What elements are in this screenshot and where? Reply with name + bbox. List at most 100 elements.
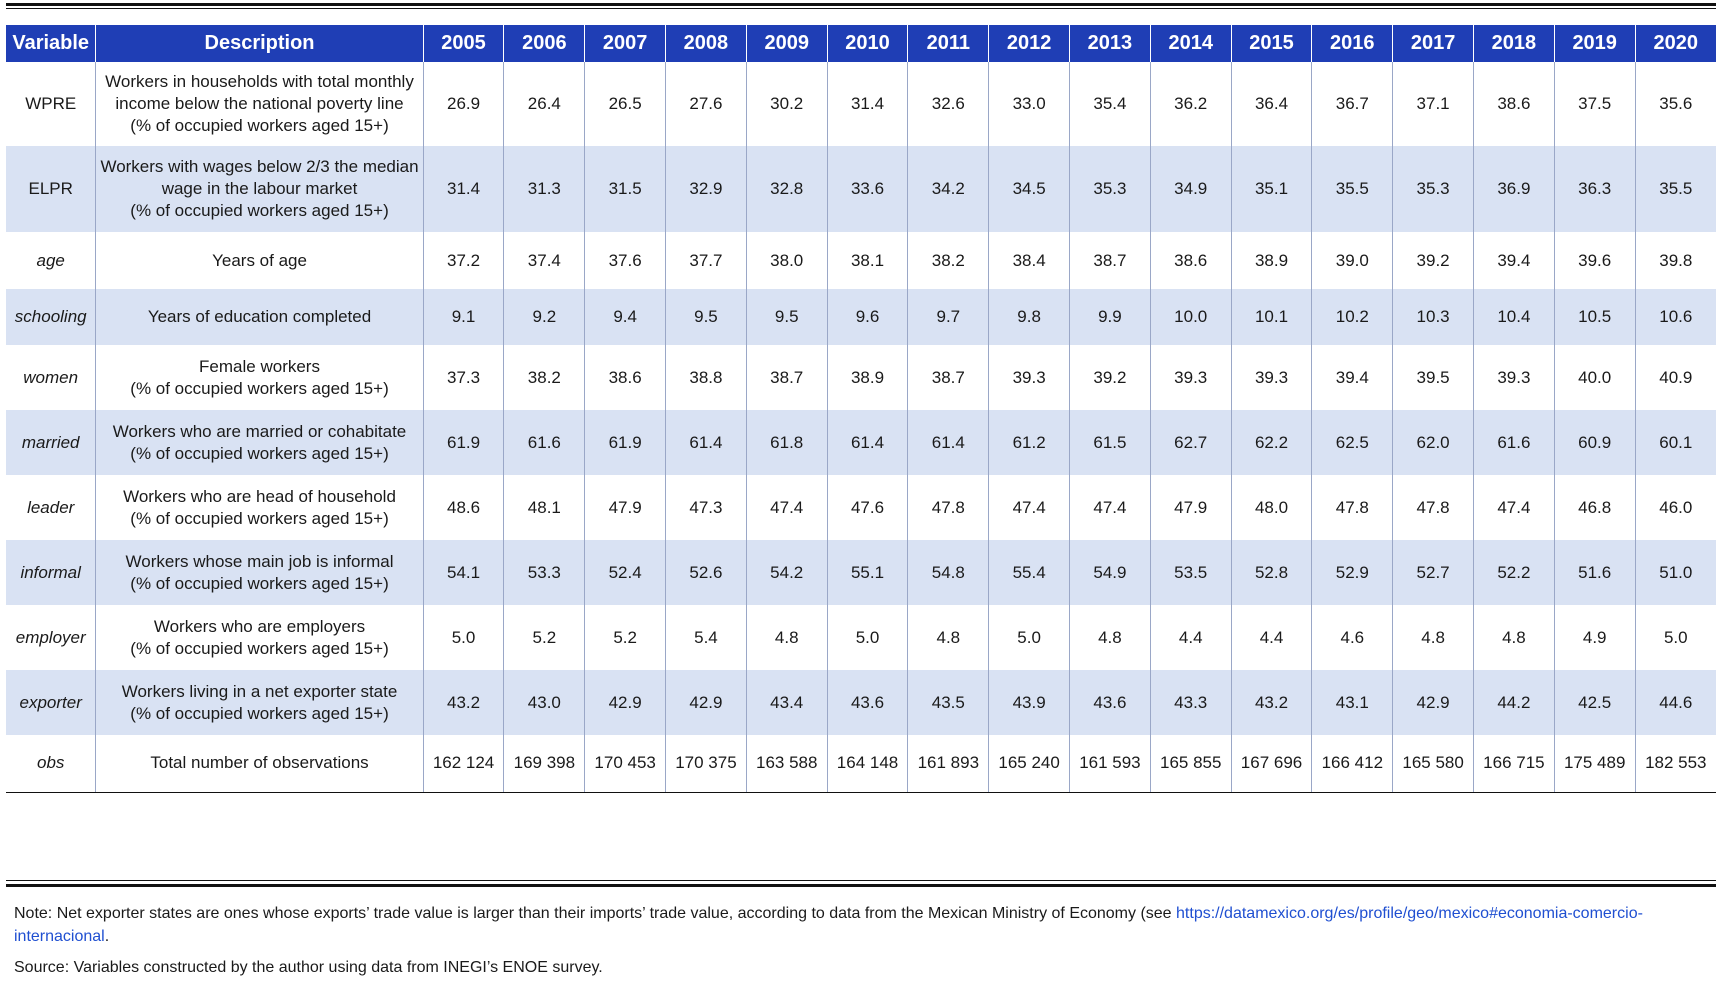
value-cell: 60.1 bbox=[1634, 410, 1716, 475]
value-cell: 47.4 bbox=[1069, 475, 1151, 540]
value-cell: 51.0 bbox=[1634, 540, 1716, 605]
value-cell: 9.1 bbox=[422, 289, 504, 345]
note-suffix: . bbox=[104, 928, 110, 945]
value-cell: 42.9 bbox=[1392, 670, 1474, 735]
value-cell: 62.7 bbox=[1149, 410, 1232, 475]
value-cell: 38.7 bbox=[1069, 232, 1151, 289]
value-cell: 52.7 bbox=[1392, 540, 1474, 605]
value-cell: 52.9 bbox=[1311, 540, 1393, 605]
value-cell: 52.4 bbox=[584, 540, 666, 605]
note-link[interactable]: https://datamexico.org/es/profile/geo/me… bbox=[14, 905, 1643, 945]
value-cell: 62.2 bbox=[1230, 410, 1312, 475]
description-line: (% of occupied workers aged 15+) bbox=[130, 443, 389, 463]
value-cell: 33.6 bbox=[826, 146, 908, 232]
description-line: Workers who are married or cohabitate bbox=[112, 421, 407, 441]
value-cell: 170 453 bbox=[584, 735, 666, 793]
table-header-row: Variable Description 2005 2006 2007 2008 200… bbox=[6, 25, 1716, 62]
value-cell: 36.4 bbox=[1230, 62, 1312, 146]
value-cell: 37.7 bbox=[665, 232, 747, 289]
description-line: Workers living in a net exporter state bbox=[121, 681, 398, 701]
value-cell: 30.2 bbox=[745, 62, 828, 146]
value-cell: 47.6 bbox=[826, 475, 908, 540]
header-year: 2011 bbox=[907, 25, 990, 62]
value-cell: 47.4 bbox=[988, 475, 1070, 540]
value-cell: 32.9 bbox=[665, 146, 747, 232]
value-cell: 43.6 bbox=[826, 670, 908, 735]
value-cell: 9.8 bbox=[988, 289, 1070, 345]
value-cell: 40.9 bbox=[1634, 345, 1716, 410]
description-line: (% of occupied workers aged 15+) bbox=[130, 638, 389, 658]
header-year: 2018 bbox=[1473, 25, 1555, 62]
value-cell: 38.0 bbox=[745, 232, 828, 289]
description-line: Years of age bbox=[212, 250, 307, 270]
value-cell: 39.2 bbox=[1069, 345, 1151, 410]
variable-cell: obs bbox=[6, 735, 96, 793]
table-row: schooling Years of education completed 9.1… bbox=[6, 289, 1716, 345]
header-year: 2010 bbox=[827, 25, 909, 62]
table-row: obs Total number of observations 162 124 16… bbox=[6, 735, 1716, 793]
value-cell: 43.0 bbox=[503, 670, 585, 735]
value-cell: 169 398 bbox=[503, 735, 585, 793]
description-cell: Years of age bbox=[95, 232, 424, 289]
value-cell: 5.2 bbox=[503, 605, 585, 670]
value-cell: 5.2 bbox=[584, 605, 666, 670]
value-cell: 61.6 bbox=[503, 410, 585, 475]
description-line: (% of occupied workers aged 15+) bbox=[130, 116, 389, 135]
value-cell: 26.4 bbox=[503, 62, 585, 146]
value-cell: 35.3 bbox=[1392, 146, 1474, 232]
value-cell: 5.0 bbox=[1634, 605, 1716, 670]
value-cell: 163 588 bbox=[745, 735, 828, 793]
value-cell: 31.3 bbox=[503, 146, 585, 232]
value-cell: 9.9 bbox=[1069, 289, 1151, 345]
variable-cell: ELPR bbox=[6, 146, 96, 232]
value-cell: 35.1 bbox=[1230, 146, 1312, 232]
description-line: (% of occupied workers aged 15+) bbox=[130, 378, 389, 398]
description-line: (% of occupied workers aged 15+) bbox=[130, 703, 389, 723]
header-year: 2009 bbox=[746, 25, 828, 62]
header-year: 2006 bbox=[503, 25, 586, 62]
value-cell: 48.0 bbox=[1230, 475, 1312, 540]
description-cell: Workers who are employers (% of occupied … bbox=[95, 605, 424, 670]
value-cell: 4.8 bbox=[1069, 605, 1151, 670]
value-cell: 37.3 bbox=[422, 345, 504, 410]
value-cell: 9.4 bbox=[584, 289, 666, 345]
value-cell: 4.9 bbox=[1553, 605, 1636, 670]
header-year: 2020 bbox=[1635, 25, 1716, 62]
value-cell: 4.8 bbox=[1473, 605, 1555, 670]
header-variable: Variable bbox=[6, 25, 97, 62]
value-cell: 36.3 bbox=[1553, 146, 1636, 232]
value-cell: 39.3 bbox=[1473, 345, 1555, 410]
value-cell: 31.4 bbox=[422, 146, 504, 232]
value-cell: 61.9 bbox=[422, 410, 504, 475]
value-cell: 5.0 bbox=[988, 605, 1070, 670]
header-year: 2019 bbox=[1554, 25, 1636, 62]
value-cell: 39.3 bbox=[1230, 345, 1312, 410]
value-cell: 4.4 bbox=[1149, 605, 1232, 670]
value-cell: 10.5 bbox=[1553, 289, 1636, 345]
value-cell: 182 553 bbox=[1634, 735, 1716, 793]
header-year: 2005 bbox=[423, 25, 505, 62]
top-rule-thin bbox=[6, 8, 1716, 9]
header-year: 2008 bbox=[665, 25, 747, 62]
value-cell: 38.7 bbox=[745, 345, 828, 410]
value-cell: 43.4 bbox=[745, 670, 828, 735]
value-cell: 38.9 bbox=[826, 345, 908, 410]
value-cell: 61.4 bbox=[907, 410, 989, 475]
value-cell: 44.2 bbox=[1473, 670, 1555, 735]
description-cell: Total number of observations bbox=[95, 735, 424, 793]
table-row: exporter Workers living in a net exporter… bbox=[6, 670, 1716, 735]
value-cell: 26.5 bbox=[584, 62, 666, 146]
description-line: Workers in households with total monthly bbox=[105, 72, 414, 91]
value-cell: 61.4 bbox=[665, 410, 747, 475]
variable-cell: exporter bbox=[6, 670, 96, 735]
value-cell: 48.1 bbox=[503, 475, 585, 540]
value-cell: 9.7 bbox=[907, 289, 989, 345]
value-cell: 40.0 bbox=[1553, 345, 1636, 410]
value-cell: 37.2 bbox=[422, 232, 504, 289]
value-cell: 61.9 bbox=[584, 410, 666, 475]
value-cell: 39.3 bbox=[988, 345, 1070, 410]
description-cell: Workers with wages below 2/3 the median w… bbox=[95, 146, 424, 232]
value-cell: 33.0 bbox=[988, 62, 1070, 146]
value-cell: 38.7 bbox=[907, 345, 989, 410]
value-cell: 34.5 bbox=[988, 146, 1070, 232]
